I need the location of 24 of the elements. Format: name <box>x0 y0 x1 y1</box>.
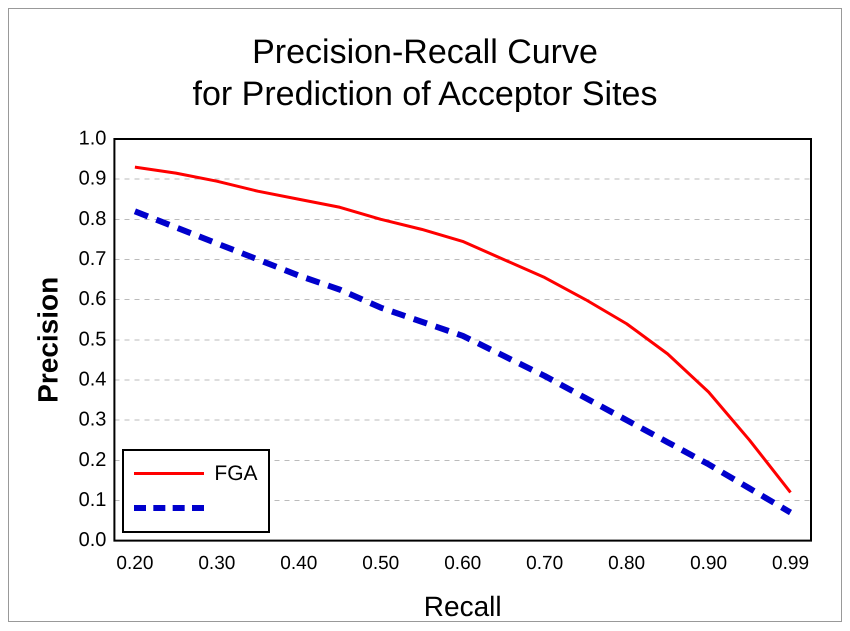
y-tick-label: 0.7 <box>78 248 106 270</box>
y-tick-label: 0.8 <box>78 208 106 230</box>
x-axis-title: Recall <box>424 590 502 622</box>
x-tick-label: 0.80 <box>608 553 646 574</box>
x-tick-label: 0.20 <box>116 553 154 574</box>
chart-title: Precision-Recall Curve for Prediction of Acceptor Sites <box>192 32 658 115</box>
x-tick-label: 0.60 <box>444 553 482 574</box>
y-tick-label: 0.6 <box>78 288 106 310</box>
y-tick-label: 0.1 <box>78 488 106 511</box>
x-tick-label: 0.70 <box>526 553 564 574</box>
x-tick-label: 0.90 <box>690 553 728 574</box>
y-axis-title: Precision <box>32 276 64 403</box>
y-tick-label: 0.4 <box>78 368 106 390</box>
x-tick-label: 0.99 <box>772 553 810 574</box>
y-tick-label: 0.2 <box>78 448 106 471</box>
legend-label: FGA <box>214 462 258 486</box>
x-tick-label: 0.40 <box>280 553 318 574</box>
y-tick-label: 0.3 <box>78 408 106 431</box>
y-tick-label: 0.0 <box>78 529 106 552</box>
y-tick-label: 0.5 <box>78 328 106 350</box>
y-tick-label: 1.0 <box>78 128 106 150</box>
x-tick-label: 0.30 <box>198 553 236 574</box>
y-tick-label: 0.9 <box>78 168 106 190</box>
x-tick-label: 0.50 <box>362 553 400 574</box>
